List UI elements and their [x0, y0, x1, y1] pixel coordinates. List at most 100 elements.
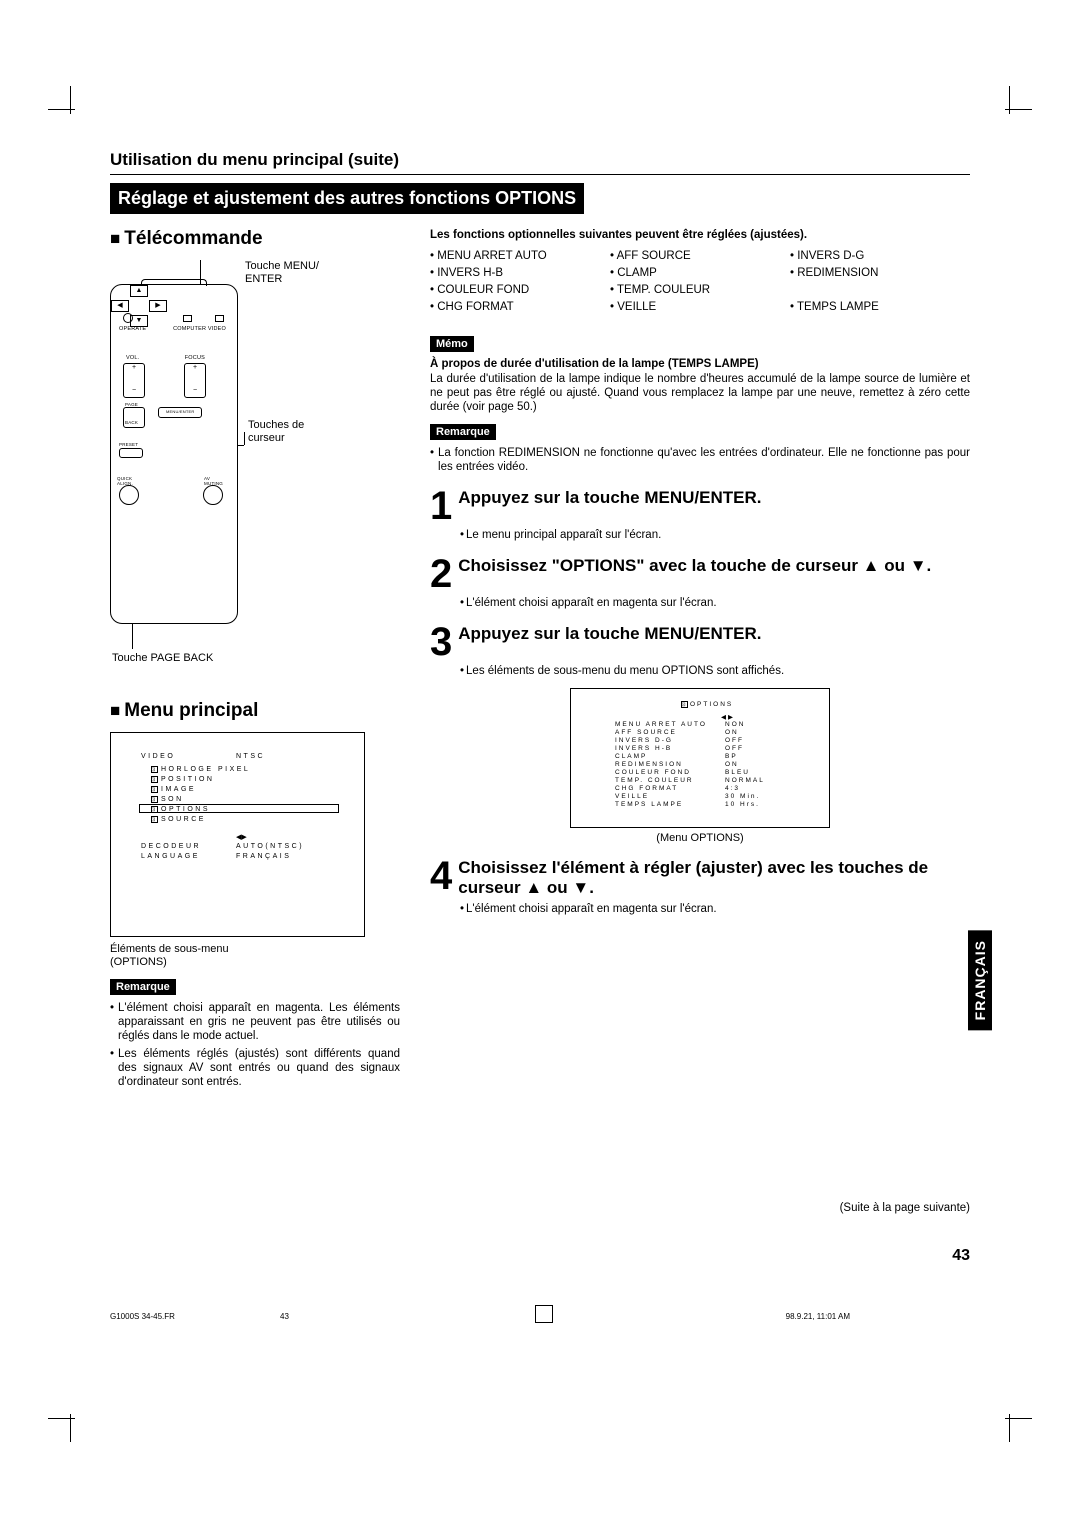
quick-align-button	[119, 485, 139, 505]
remarque-label-right: Remarque	[430, 424, 496, 440]
remote-diagram: Touche MENU/ ENTER Touches de curseur To…	[110, 260, 380, 670]
step-2-num: 2	[430, 556, 452, 592]
footer-left: G1000S 34-45.FR	[110, 1312, 175, 1321]
opt-row-val: 30 Min.	[725, 793, 760, 800]
step-1-sub: Le menu principal apparaît sur l'écran.	[460, 528, 970, 542]
menu-horloge: HORLOGE PIXEL	[161, 766, 250, 773]
comp-video-label: COMPUTER VIDEO	[173, 326, 226, 332]
page-number: 43	[952, 1247, 970, 1265]
menu-icon: ⊡	[151, 816, 158, 823]
opt-row-val: NON	[725, 721, 745, 728]
func-item: VEILLE	[610, 299, 790, 316]
menu-icon: ⊡	[151, 786, 158, 793]
footer-right: 98.9.21, 11:01 AM	[786, 1312, 850, 1321]
menu-son: SON	[161, 796, 184, 803]
opt-row-label: COULEUR FOND	[615, 769, 725, 776]
main-menu-heading-text: Menu principal	[124, 700, 258, 721]
opt-row-label: REDIMENSION	[615, 761, 725, 768]
remarque-list-left: L'élément choisi apparaît en magenta. Le…	[110, 1001, 400, 1089]
step-4-title: Choisissez l'élément à régler (ajuster) …	[458, 858, 970, 898]
remarque-label-left: Remarque	[110, 979, 176, 995]
remarque-left-2: Les éléments réglés (ajustés) sont diffé…	[118, 1047, 400, 1089]
remote-body: OPERATE COMPUTER VIDEO VOL. FOCUS +− +− …	[110, 284, 238, 624]
vol-rocker: +−	[123, 363, 145, 398]
opt-row-val: 10 Hrs.	[725, 801, 760, 808]
intro-text: Les fonctions optionnelles suivantes peu…	[430, 228, 970, 242]
remote-heading: ■Télécommande	[110, 228, 400, 250]
focus-label: FOCUS	[185, 355, 205, 361]
continue-text: (Suite à la page suivante)	[840, 1202, 970, 1214]
av-muting-button	[203, 485, 223, 505]
func-item: INVERS H-B	[430, 265, 610, 282]
step-3: 3 Appuyez sur la touche MENU/ENTER.	[430, 624, 970, 660]
leader-cursor-label: Touches de curseur	[248, 419, 304, 445]
focus-rocker: +−	[184, 363, 206, 398]
step-1-num: 1	[430, 488, 452, 524]
opt-row-label: AFF SOURCE	[615, 729, 725, 736]
opt-row-val: ON	[725, 761, 739, 768]
menu-image: IMAGE	[161, 786, 196, 793]
step-1-title: Appuyez sur la touche MENU/ENTER.	[458, 488, 761, 524]
arrow-right-icon: ▶	[149, 300, 167, 312]
opt-row-label: TEMPS LAMPE	[615, 801, 725, 808]
func-item: CHG FORMAT	[430, 299, 610, 316]
preset-label: PRESET	[119, 442, 138, 447]
opt-row-label: INVERS H-B	[615, 745, 725, 752]
menu-position: POSITION	[161, 776, 214, 783]
opt-row-label: VEILLE	[615, 793, 725, 800]
step-2: 2 Choisissez "OPTIONS" avec la touche de…	[430, 556, 970, 592]
right-column: Les fonctions optionnelles suivantes peu…	[430, 228, 970, 1093]
func-item: CLAMP	[610, 265, 790, 282]
language-tab: FRANÇAIS	[968, 930, 992, 1030]
left-column: ■Télécommande Touche MENU/ ENTER Touches…	[110, 228, 400, 1093]
opt-row-val: BLEU	[725, 769, 750, 776]
vol-label: VOL.	[126, 355, 139, 361]
menu-icon: ⊡	[151, 796, 158, 803]
menu-source: SOURCE	[161, 816, 206, 823]
opt-row-val: 4:3	[725, 785, 740, 792]
opt-row-label: CHG FORMAT	[615, 785, 725, 792]
arrow-down-icon: ▼	[130, 315, 148, 327]
step-4: 4 Choisissez l'élément à régler (ajuster…	[430, 858, 970, 898]
memo-label: Mémo	[430, 336, 474, 352]
menu-language-label: LANGUAGE	[141, 853, 236, 860]
remarque-left-1: L'élément choisi apparaît en magenta. Le…	[118, 1001, 400, 1043]
func-item: AFF SOURCE	[610, 248, 790, 265]
remote-heading-text: Télécommande	[124, 228, 262, 249]
footer-mid: 43	[280, 1312, 289, 1321]
step-1: 1 Appuyez sur la touche MENU/ENTER.	[430, 488, 970, 524]
opt-row-val: BP	[725, 753, 738, 760]
leader-menu-label: Touche MENU/ ENTER	[245, 260, 319, 286]
opt-row-label: MENU ARRET AUTO	[615, 721, 725, 728]
step-3-sub: Les éléments de sous-menu du menu OPTION…	[460, 664, 970, 678]
back-label: BACK	[125, 420, 138, 425]
remarque-right-text: La fonction REDIMENSION ne fonctionne qu…	[438, 446, 970, 474]
cursor-arrows: ▲ ◀ ▶ ▼	[111, 285, 167, 329]
memo-text: La durée d'utilisation de la lampe indiq…	[430, 372, 970, 414]
video-button	[215, 315, 224, 322]
menu-video-label: VIDEO	[141, 753, 236, 760]
menu-enter-label: MENU/ENTER	[166, 409, 194, 414]
func-item: REDIMENSION	[790, 265, 970, 282]
func-item: TEMPS LAMPE	[790, 299, 970, 316]
opt-row-val: NORMAL	[725, 777, 765, 784]
main-menu-caption: Éléments de sous-menu (OPTIONS)	[110, 943, 400, 969]
computer-button	[183, 315, 192, 322]
arrow-left-icon: ◀	[111, 300, 129, 312]
options-caption: (Menu OPTIONS)	[430, 832, 970, 844]
func-item: TEMP. COULEUR	[610, 282, 790, 299]
menu-language-value: FRANÇAIS	[236, 853, 291, 860]
menu-icon: ⊡	[151, 776, 158, 783]
opt-row-label: TEMP. COULEUR	[615, 777, 725, 784]
options-title: OPTIONS	[690, 701, 733, 708]
menu-decodeur-value: AUTO(NTSC)	[236, 843, 304, 850]
preset-button	[119, 448, 143, 458]
arrow-up-icon: ▲	[130, 285, 148, 297]
section-header: Utilisation du menu principal (suite)	[110, 150, 970, 175]
opt-row-label: CLAMP	[615, 753, 725, 760]
options-menu-box: ⊡OPTIONS ◀▶ MENU ARRET AUTONON AFF SOURC…	[570, 688, 830, 828]
memo-title: À propos de durée d'utilisation de la la…	[430, 358, 970, 370]
function-list: MENU ARRET AUTO INVERS H-B COULEUR FOND …	[430, 248, 970, 316]
func-item: INVERS D-G	[790, 248, 970, 265]
step-4-num: 4	[430, 858, 452, 898]
